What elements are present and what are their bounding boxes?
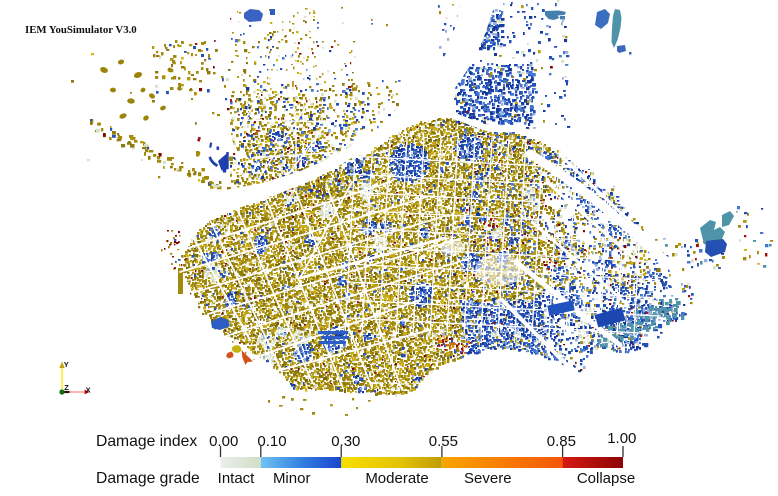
svg-text:Z: Z xyxy=(64,383,69,392)
svg-text:Damage index: Damage index xyxy=(96,433,197,450)
svg-text:Minor: Minor xyxy=(273,470,311,487)
svg-text:1.00: 1.00 xyxy=(607,430,636,447)
svg-text:0.00: 0.00 xyxy=(209,433,238,450)
svg-text:Moderate: Moderate xyxy=(365,470,428,487)
svg-text:Collapse: Collapse xyxy=(577,470,635,487)
svg-text:IEM YouSimulator V3.0: IEM YouSimulator V3.0 xyxy=(25,24,137,36)
svg-text:0.30: 0.30 xyxy=(331,433,360,450)
svg-text:0.85: 0.85 xyxy=(547,433,576,450)
svg-text:0.55: 0.55 xyxy=(429,433,458,450)
svg-text:0.10: 0.10 xyxy=(257,433,286,450)
svg-text:Severe: Severe xyxy=(464,470,512,487)
svg-text:Y: Y xyxy=(64,360,69,369)
svg-text:Intact: Intact xyxy=(218,470,256,487)
svg-text:X: X xyxy=(86,386,91,395)
svg-text:Damage grade: Damage grade xyxy=(96,470,200,487)
